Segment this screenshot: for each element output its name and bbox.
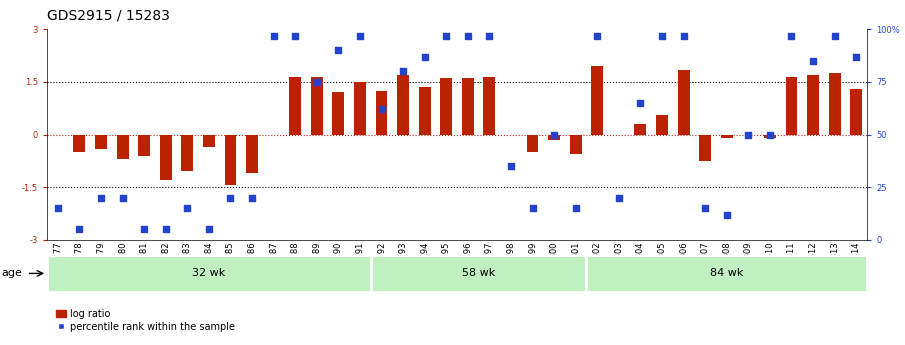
Point [719, 212, 734, 217]
Point [180, 206, 195, 211]
Bar [764, 135, 776, 138]
Bar [246, 135, 258, 173]
Point [266, 33, 281, 38]
Point [375, 107, 389, 112]
Bar [591, 66, 604, 135]
Bar [95, 135, 107, 149]
Bar [376, 91, 387, 135]
Bar [807, 75, 819, 135]
Point [568, 206, 583, 211]
Bar [678, 70, 690, 135]
Point [417, 54, 432, 59]
Point [224, 195, 238, 200]
Bar [829, 73, 841, 135]
Bar [586, 255, 867, 292]
Point [439, 33, 453, 38]
Point [158, 226, 173, 232]
Point [654, 33, 669, 38]
Point [504, 164, 519, 169]
Bar [224, 135, 236, 185]
Bar [786, 77, 797, 135]
Point [590, 33, 605, 38]
Text: 58 wk: 58 wk [462, 268, 495, 278]
Point [547, 132, 561, 137]
Point [676, 33, 691, 38]
Point [763, 132, 777, 137]
Bar [181, 135, 194, 171]
Text: age: age [2, 268, 23, 278]
Bar [47, 255, 371, 292]
Text: 84 wk: 84 wk [710, 268, 743, 278]
Text: 32 wk: 32 wk [192, 268, 225, 278]
Bar [851, 89, 862, 135]
Legend: log ratio, percentile rank within the sample: log ratio, percentile rank within the sa… [52, 305, 239, 336]
Point [137, 226, 151, 232]
Point [698, 206, 712, 211]
Point [115, 195, 129, 200]
Point [288, 33, 302, 38]
Point [51, 206, 65, 211]
Point [395, 69, 410, 74]
Bar [73, 135, 85, 152]
Text: GDS2915 / 15283: GDS2915 / 15283 [47, 9, 170, 23]
Point [785, 33, 799, 38]
Bar [371, 255, 586, 292]
Point [94, 195, 109, 200]
Bar [332, 92, 344, 135]
Point [461, 33, 475, 38]
Point [849, 54, 863, 59]
Point [805, 58, 820, 63]
Point [482, 33, 497, 38]
Point [353, 33, 367, 38]
Bar [527, 135, 538, 152]
Point [244, 195, 259, 200]
Bar [310, 77, 323, 135]
Bar [656, 115, 668, 135]
Bar [700, 135, 711, 161]
Bar [290, 77, 301, 135]
Bar [548, 135, 560, 140]
Bar [354, 82, 366, 135]
Bar [720, 135, 733, 138]
Point [72, 226, 87, 232]
Point [612, 195, 626, 200]
Bar [462, 78, 473, 135]
Point [525, 206, 539, 211]
Bar [483, 77, 495, 135]
Point [310, 79, 324, 85]
Point [827, 33, 842, 38]
Bar [117, 135, 129, 159]
Bar [634, 124, 646, 135]
Bar [203, 135, 214, 147]
Point [331, 48, 346, 53]
Point [202, 226, 216, 232]
Bar [570, 135, 582, 154]
Bar [397, 75, 409, 135]
Bar [138, 135, 150, 156]
Point [634, 100, 648, 106]
Bar [160, 135, 172, 180]
Point [741, 132, 756, 137]
Bar [441, 78, 452, 135]
Bar [419, 87, 431, 135]
